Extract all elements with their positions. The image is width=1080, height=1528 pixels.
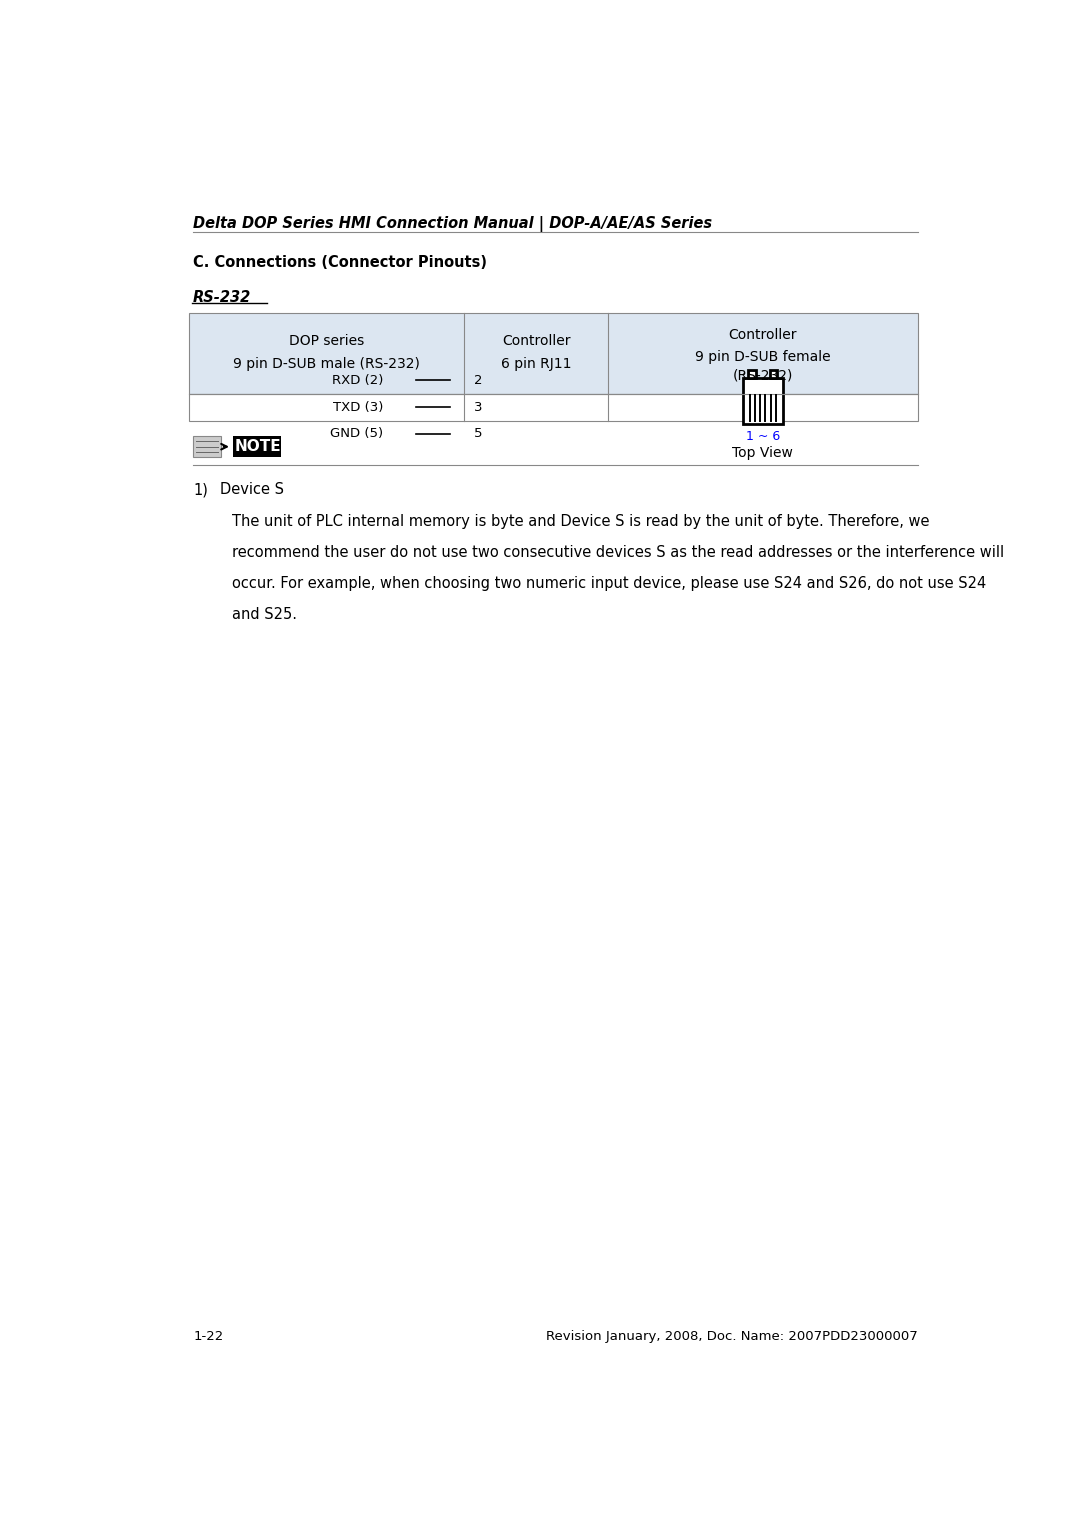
Text: recommend the user do not use two consecutive devices S as the read addresses or: recommend the user do not use two consec… [232, 545, 1004, 561]
Text: 2: 2 [474, 373, 482, 387]
Text: Controller: Controller [729, 329, 797, 342]
Text: 1): 1) [193, 483, 208, 497]
Text: Revision January, 2008, Doc. Name: 2007PDD23000007: Revision January, 2008, Doc. Name: 2007P… [546, 1331, 918, 1343]
Bar [770, 370, 778, 377]
Text: Device S: Device S [220, 483, 284, 497]
Bar [743, 377, 783, 423]
Text: 9 pin D-SUB female: 9 pin D-SUB female [694, 350, 831, 364]
Text: Controller: Controller [502, 335, 570, 348]
Text: RXD (2): RXD (2) [332, 373, 383, 387]
Text: DOP series: DOP series [289, 335, 364, 348]
Text: C. Connections (Connector Pinouts): C. Connections (Connector Pinouts) [193, 255, 487, 270]
Text: TXD (3): TXD (3) [333, 400, 383, 414]
Bar [193, 435, 221, 457]
Text: 1 ~ 6: 1 ~ 6 [745, 431, 780, 443]
Bar [748, 370, 756, 377]
Text: 9 pin D-SUB male (RS-232): 9 pin D-SUB male (RS-232) [233, 358, 420, 371]
Text: and S25.: and S25. [232, 607, 297, 622]
Bar [189, 394, 918, 420]
Text: 5: 5 [474, 428, 482, 440]
Text: RS-232: RS-232 [193, 290, 252, 304]
Text: 6 pin RJ11: 6 pin RJ11 [501, 358, 571, 371]
Text: GND (5): GND (5) [329, 428, 383, 440]
Text: (RS-232): (RS-232) [732, 368, 793, 384]
Bar [233, 435, 282, 457]
Text: Delta DOP Series HMI Connection Manual | DOP-A/AE/AS Series: Delta DOP Series HMI Connection Manual |… [193, 217, 712, 232]
Text: 1-22: 1-22 [193, 1331, 224, 1343]
Text: NOTE: NOTE [234, 439, 281, 454]
Bar [189, 313, 918, 394]
Text: The unit of PLC internal memory is byte and Device S is read by the unit of byte: The unit of PLC internal memory is byte … [232, 515, 930, 530]
Text: occur. For example, when choosing two numeric input device, please use S24 and S: occur. For example, when choosing two nu… [232, 576, 986, 591]
Text: 3: 3 [474, 400, 482, 414]
Text: Top View: Top View [732, 446, 793, 460]
